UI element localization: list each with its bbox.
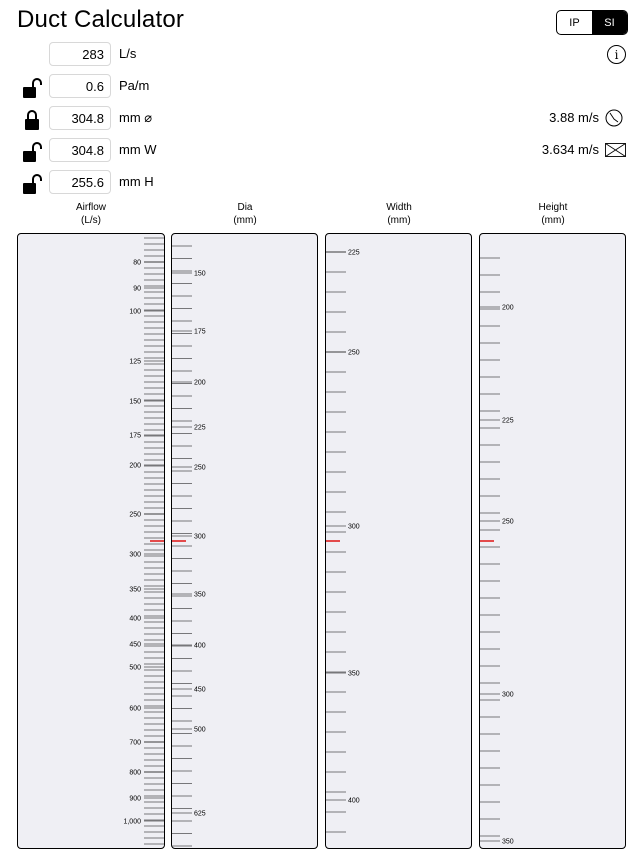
scale-label: 500 [194,727,206,734]
friction-unit: Pa/m [119,78,150,93]
scale-label: 350 [502,839,514,846]
height-field[interactable]: 255.6 [49,170,111,194]
scale-label: 250 [194,465,206,472]
sc-air-ticks: 80 90 100 125 150 175 200 250 300 350 400 450 500 600… [123,237,164,845]
sc-wid-ticks: 225 250 300 350 400 [326,250,360,833]
scale-label: 225 [502,418,514,425]
width-scale[interactable]: 225 250 300 350 400 [325,233,472,849]
dia-header: Dia (mm) [233,202,257,226]
scale-label: 350 [129,587,141,594]
friction-row: 0.6 Pa/m [0,74,643,100]
scale-label: 500 [129,665,141,672]
scale-label: 150 [129,399,141,406]
scale-label: 800 [129,770,141,777]
scale-label: 400 [129,616,141,623]
scale-label: 900 [129,796,141,803]
height-scale[interactable]: 200 225 250 300 350 [479,233,626,849]
scale-label: 200 [502,305,514,312]
width-row: 304.8 mm W 3.634 m/s [0,138,643,164]
scale-label: 225 [348,250,360,257]
locked-icon[interactable] [22,109,44,131]
diameter-field[interactable]: 304.8 [49,106,111,130]
unlocked-icon[interactable] [22,141,44,163]
airflow-scale[interactable]: 80 90 100 125 150 175 200 250 300 350 400 450 500 600… [17,233,165,849]
friction-field[interactable]: 0.6 [49,74,111,98]
scale-label: 200 [194,380,206,387]
rect-velocity: 3.634 m/s [541,142,599,157]
scale-label: 90 [133,286,141,293]
scale-label: 625 [194,811,206,818]
airflow-header: Airflow (L/s) [75,202,106,226]
scale-label: 400 [194,643,206,650]
scale-label: 400 [348,798,360,805]
scale-label: 100 [129,309,141,316]
round-velocity: 3.88 m/s [549,110,599,125]
dia-scale[interactable]: 150 175 200 225 250 300 350 400 450 500 625 [171,233,318,849]
rect-duct-icon [605,143,626,157]
scale-label: 225 [194,425,206,432]
scale-label: 1,000 [123,819,141,826]
scale-label: 350 [194,592,206,599]
unlocked-icon[interactable] [22,77,44,99]
scale-label: 300 [194,534,206,541]
scale-label: 150 [194,271,206,278]
unlocked-icon[interactable] [22,173,44,195]
scale-label: 250 [348,350,360,357]
scale-label: 450 [129,642,141,649]
airflow-field[interactable]: 283 [49,42,111,66]
scale-label: 450 [194,687,206,694]
scale-label: 350 [348,671,360,678]
diameter-row: 304.8 mm ⌀ 3.88 m/s [0,106,643,132]
scale-label: 175 [129,433,141,440]
si-segment[interactable]: SI [592,11,627,34]
sc-dia-ticks: 150 175 200 225 250 300 350 400 450 500 625 [172,245,206,847]
scale-label: 300 [502,692,514,699]
height-unit: mm H [119,174,154,189]
scale-label: 250 [502,519,514,526]
scale-label: 300 [348,524,360,531]
sc-hei-ticks: 200 225 250 300 350 [480,257,514,846]
width-field[interactable]: 304.8 [49,138,111,162]
height-header: Height (mm) [538,202,568,226]
width-header: Width (mm) [386,202,412,226]
scale-label: 250 [129,512,141,519]
airflow-unit: L/s [119,46,137,61]
info-icon[interactable]: i [607,45,626,64]
app-title: Duct Calculator [17,6,185,33]
scale-label: 700 [129,740,141,747]
diameter-unit: mm ⌀ [119,110,153,125]
scale-label: 125 [129,359,141,366]
scale-label: 200 [129,463,141,470]
width-unit: mm W [119,142,157,157]
round-duct-icon [605,109,623,127]
units-toggle[interactable]: IP SI [556,10,628,35]
airflow-row: 283 L/s [0,42,643,68]
scale-label: 600 [129,706,141,713]
ip-segment[interactable]: IP [569,16,580,29]
scale-label: 300 [129,552,141,559]
scale-label: 175 [194,329,206,336]
height-row: 255.6 mm H [0,170,643,196]
scale-label: 80 [133,260,141,267]
